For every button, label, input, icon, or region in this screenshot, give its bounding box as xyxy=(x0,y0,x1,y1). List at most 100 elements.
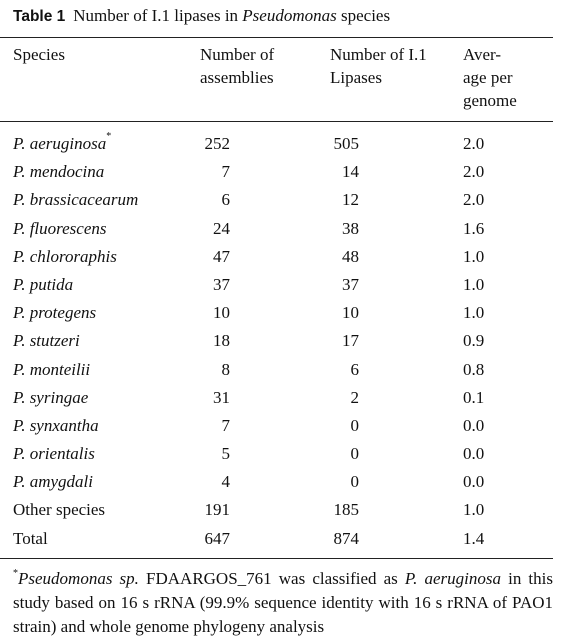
cell-species: P. brassicacearum xyxy=(13,186,138,214)
header-assemblies: Number of assemblies xyxy=(200,45,275,87)
cell-lipases: 505 xyxy=(333,134,360,153)
table-caption: Table 1 Number of I.1 lipases in Pseudomo… xyxy=(13,6,390,26)
table-row: P. amygdali 4 0 0.0 xyxy=(0,468,553,496)
header-average: Aver- age per genome xyxy=(463,45,517,110)
cell-assemblies: 647 xyxy=(204,528,231,548)
cell-assemblies: 18 xyxy=(213,331,230,351)
species-name: Total xyxy=(13,528,48,548)
cell-assemblies: 31 xyxy=(213,387,230,407)
cell-lipases: 37 xyxy=(342,274,359,294)
cell-species: P. stutzeri xyxy=(13,327,80,355)
cell-species: P. fluorescens xyxy=(13,215,107,243)
cell-average: 1.0 xyxy=(463,246,485,266)
cell-lipases: 185 xyxy=(333,500,360,520)
species-name: P. chlororaphis xyxy=(13,246,117,266)
table-body: P. aeruginosa* 252 505 2.0 P. mendocina 7 14 2.… xyxy=(0,130,553,553)
table-row: P. syringae 31 2 0.1 xyxy=(0,384,553,412)
cell-species: P. chlororaphis xyxy=(13,243,117,271)
footnote-species-2: P. aeruginosa xyxy=(404,569,501,588)
caption-text: Number of I.1 lipases in xyxy=(73,6,243,25)
table-row: P. aeruginosa* 252 505 2.0 xyxy=(0,130,553,158)
cell-assemblies: 252 xyxy=(204,134,231,153)
cell-average: 0.9 xyxy=(463,331,485,351)
species-name: P. brassicacearum xyxy=(13,190,139,210)
species-name: P. protegens xyxy=(13,303,97,323)
table-row: P. stutzeri 18 17 0.9 xyxy=(0,327,553,355)
table-footnote: *Pseudomonas sp. FDAARGOS_761 was classi… xyxy=(13,567,553,639)
cell-lipases: 0 xyxy=(350,444,360,464)
cell-lipases: 14 xyxy=(342,162,359,182)
cell-species: P. putida xyxy=(13,271,73,299)
cell-lipases: 0 xyxy=(350,472,360,492)
cell-species: P. orientalis xyxy=(13,440,95,468)
species-name: P. synxantha xyxy=(13,415,99,435)
cell-average: 0.0 xyxy=(463,415,485,435)
footnote-text-2: in this study based on 16 s rRNA (99.9% … xyxy=(13,569,553,636)
cell-average: 0.8 xyxy=(463,359,485,379)
footnote-mark: * xyxy=(106,131,112,142)
species-name: P. orientalis xyxy=(13,444,95,464)
cell-average: 1.0 xyxy=(463,500,485,520)
species-name: P. monteilii xyxy=(13,359,91,379)
table-row: P. protegens 10 10 1.0 xyxy=(0,299,553,327)
table-row: P. chlororaphis 47 48 1.0 xyxy=(0,243,553,271)
cell-lipases: 48 xyxy=(342,246,359,266)
cell-species: P. synxantha xyxy=(13,412,99,440)
cell-lipases: 12 xyxy=(342,190,359,210)
cell-lipases: 0 xyxy=(350,415,360,435)
cell-lipases: 38 xyxy=(342,218,359,238)
cell-average: 2.0 xyxy=(463,134,485,153)
cell-species: P. aeruginosa* xyxy=(13,130,111,158)
table-row: P. mendocina 7 14 2.0 xyxy=(0,158,553,186)
cell-species: Total xyxy=(13,525,48,553)
species-name: P. mendocina xyxy=(13,162,105,182)
footnote-species: Pseudomonas sp. xyxy=(18,569,139,588)
cell-assemblies: 4 xyxy=(221,472,231,492)
cell-assemblies: 10 xyxy=(213,303,230,323)
table-row: P. brassicacearum 6 12 2.0 xyxy=(0,186,553,214)
cell-average: 0.0 xyxy=(463,472,485,492)
header-lipases: Number of I.1 Lipases xyxy=(330,45,427,87)
cell-assemblies: 5 xyxy=(221,444,231,464)
table-label: Table 1 xyxy=(13,8,66,25)
cell-average: 1.6 xyxy=(463,218,485,238)
cell-assemblies: 7 xyxy=(221,415,231,435)
header-rule xyxy=(0,121,553,122)
species-name: P. syringae xyxy=(13,387,89,407)
species-name: Other species xyxy=(13,500,106,520)
table-row: P. synxantha 7 0 0.0 xyxy=(0,412,553,440)
caption-genus: Pseudomonas xyxy=(242,6,337,25)
cell-assemblies: 24 xyxy=(213,218,230,238)
cell-species: Other species xyxy=(13,496,105,524)
species-name: P. amygdali xyxy=(13,472,93,492)
table-row: P. putida 37 37 1.0 xyxy=(0,271,553,299)
cell-species: P. syringae xyxy=(13,384,88,412)
footnote-text-1: FDAARGOS_761 was classified as xyxy=(138,569,405,588)
caption-text-end: species xyxy=(336,6,391,25)
footnote-mark: * xyxy=(13,568,18,579)
species-name: P. aeruginosa xyxy=(13,134,107,153)
cell-assemblies: 7 xyxy=(221,162,231,182)
cell-lipases: 10 xyxy=(342,303,359,323)
table-row: P. monteilii 8 6 0.8 xyxy=(0,356,553,384)
cell-species: P. monteilii xyxy=(13,356,90,384)
cell-lipases: 2 xyxy=(350,387,360,407)
cell-assemblies: 191 xyxy=(204,500,231,520)
cell-average: 1.4 xyxy=(463,528,485,548)
cell-average: 0.1 xyxy=(463,387,485,407)
top-rule xyxy=(0,37,553,38)
table-row: P. fluorescens 24 38 1.6 xyxy=(0,215,553,243)
table-row: Total 647 874 1.4 xyxy=(0,525,553,553)
table-row: Other species 191 185 1.0 xyxy=(0,496,553,524)
cell-assemblies: 37 xyxy=(213,274,230,294)
cell-average: 2.0 xyxy=(463,162,485,182)
cell-average: 0.0 xyxy=(463,444,485,464)
cell-species: P. amygdali xyxy=(13,468,93,496)
header-species: Species xyxy=(13,45,65,64)
cell-average: 1.0 xyxy=(463,303,485,323)
species-name: P. putida xyxy=(13,274,74,294)
species-name: P. stutzeri xyxy=(13,331,80,351)
cell-average: 2.0 xyxy=(463,190,485,210)
cell-lipases: 17 xyxy=(342,331,359,351)
cell-species: P. protegens xyxy=(13,299,96,327)
